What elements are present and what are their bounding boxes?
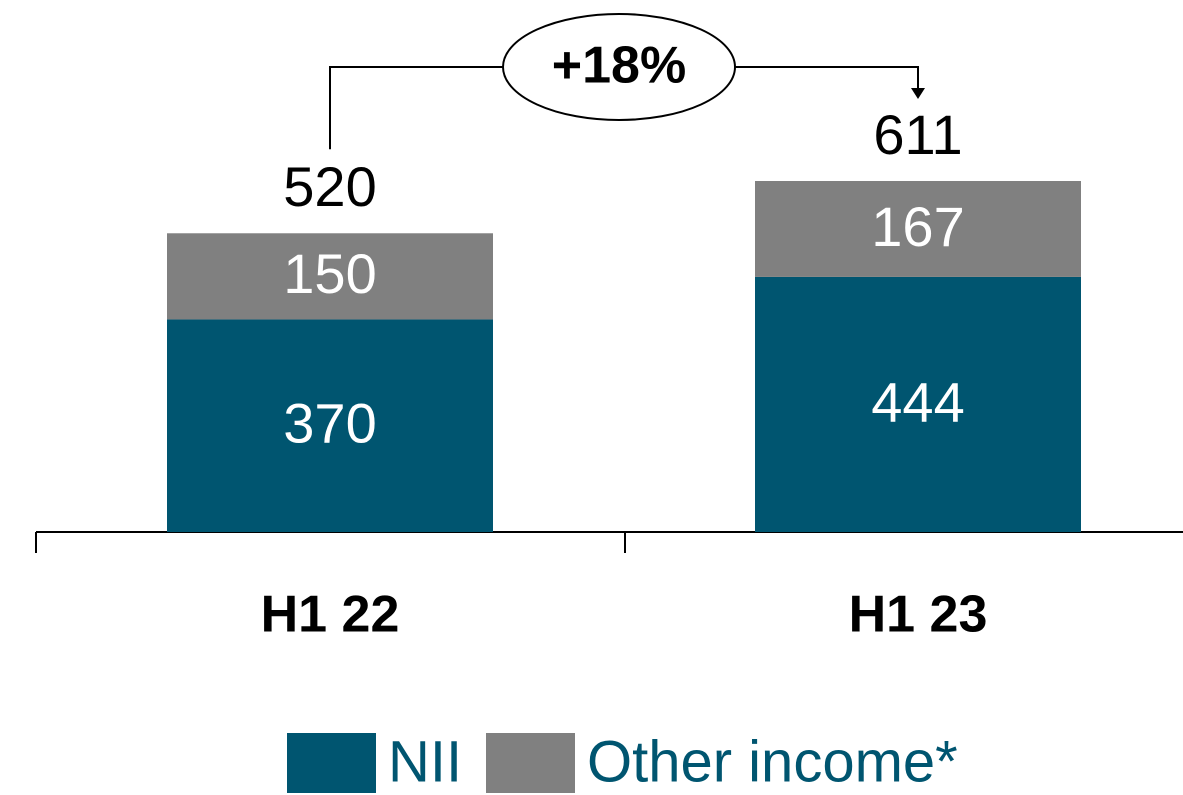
arrow-head [911, 88, 925, 99]
bar-segment [167, 319, 493, 532]
bar-segment [755, 181, 1081, 277]
data-label: 150 [283, 242, 376, 305]
data-label: 167 [871, 195, 964, 258]
annotation: +18% [552, 37, 686, 95]
x-tick-label: H1 22 [261, 586, 400, 644]
total-label: 520 [283, 155, 376, 218]
legend-label: Other income* [587, 729, 958, 794]
annotation-bubble [502, 13, 736, 121]
data-label: 444 [871, 370, 964, 433]
total-label: 611 [873, 103, 962, 166]
bar-segment [167, 233, 493, 320]
bar-segment [755, 276, 1081, 532]
legend-label: NII [388, 729, 462, 794]
legend-swatch [287, 733, 376, 793]
legend-swatch [486, 733, 575, 793]
data-label: 370 [283, 392, 376, 455]
x-tick-label: H1 23 [849, 586, 988, 644]
